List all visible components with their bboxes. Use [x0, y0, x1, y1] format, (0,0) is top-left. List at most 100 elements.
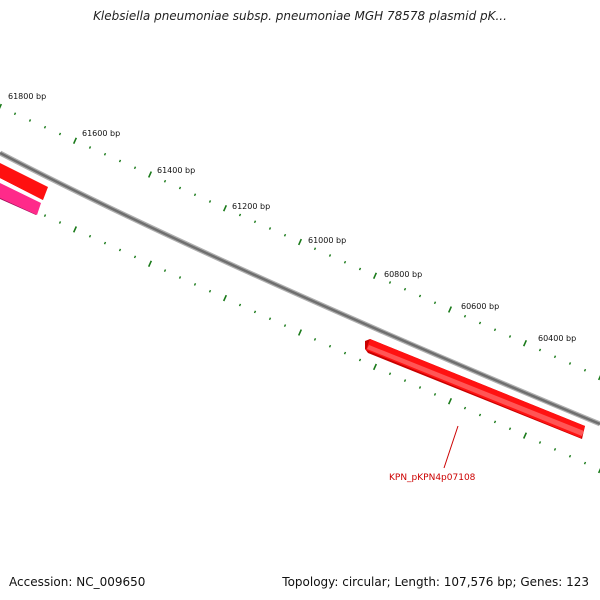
inner-minor-tick [538, 441, 542, 444]
outer-minor-tick [268, 227, 272, 230]
outer-minor-tick [313, 247, 317, 251]
inner-minor-tick [268, 317, 272, 321]
inner-major-tick [372, 363, 378, 371]
inner-major-tick [147, 260, 153, 268]
gene-a-body [0, 163, 48, 200]
outer-minor-tick [583, 368, 587, 372]
outer-minor-tick [418, 294, 422, 298]
inner-minor-tick [508, 427, 512, 431]
scale-label: 60800 bp [384, 270, 422, 279]
gene-c[interactable] [365, 339, 585, 439]
outer-minor-tick [463, 314, 467, 318]
inner-minor-tick [208, 289, 212, 293]
outer-minor-tick [253, 220, 257, 224]
outer-minor-tick [238, 213, 242, 217]
outer-minor-tick [553, 355, 557, 359]
gene-a[interactable] [0, 163, 48, 200]
outer-minor-tick [403, 287, 407, 291]
inner-major-tick [222, 294, 228, 302]
scale-label: 61200 bp [232, 202, 270, 211]
inner-minor-tick [133, 255, 137, 259]
outer-minor-tick [328, 254, 332, 257]
outer-minor-tick [478, 321, 482, 325]
inner-minor-tick [583, 461, 587, 465]
inner-minor-tick [568, 454, 572, 458]
inner-minor-tick [343, 351, 347, 355]
inner-minor-tick [88, 234, 92, 238]
backbone [0, 150, 600, 427]
scale-label: 60400 bp [538, 334, 576, 343]
scale-label: 61800 bp [8, 92, 46, 101]
outer-minor-tick [493, 328, 497, 332]
tick-labels: 61800 bp 61600 bp 61400 bp 61200 bp 61000 bp… [8, 92, 576, 343]
inner-minor-tick [103, 241, 107, 245]
inner-major-tick [297, 329, 303, 336]
outer-minor-tick [193, 193, 197, 197]
outer-major-tick [297, 238, 303, 246]
outer-minor-tick [358, 267, 362, 271]
scale-label: 61400 bp [157, 166, 195, 175]
inner-minor-tick [478, 413, 482, 417]
inner-minor-tick [403, 379, 407, 382]
topology-stats: Topology: circular; Length: 107,576 bp; … [282, 575, 589, 589]
inner-minor-tick [283, 324, 287, 327]
outer-major-tick [372, 272, 378, 280]
backbone-core [0, 151, 600, 426]
outer-major-tick [222, 204, 228, 212]
outer-minor-tick [283, 233, 287, 237]
inner-minor-tick [418, 386, 422, 389]
inner-major-tick [72, 226, 78, 233]
outer-minor-tick [433, 301, 437, 305]
inner-major-tick [447, 397, 453, 405]
inner-minor-tick [253, 310, 257, 314]
inner-minor-tick [238, 303, 242, 307]
inner-minor-tick [463, 406, 467, 410]
outer-major-tick [147, 171, 153, 178]
outer-minor-tick [133, 166, 137, 170]
gene-label-leader [443, 425, 459, 469]
scale-label: 61600 bp [82, 129, 120, 138]
outer-minor-tick [388, 281, 392, 284]
outer-major-tick [597, 375, 600, 381]
outer-minor-tick [28, 119, 32, 122]
scale-label: 60600 bp [461, 302, 499, 311]
gene-b-body [0, 183, 41, 215]
gene-b[interactable] [0, 183, 41, 215]
outer-minor-tick [568, 362, 572, 365]
inner-minor-tick [493, 420, 497, 424]
inner-minor-tick [43, 214, 47, 217]
outer-major-tick [72, 137, 78, 145]
outer-minor-tick [58, 132, 62, 136]
outer-minor-tick [103, 152, 107, 156]
scale-label: 61000 bp [308, 236, 346, 245]
inner-minor-tick [163, 269, 167, 272]
inner-minor-tick [553, 448, 557, 451]
inner-minor-tick [388, 372, 392, 376]
accession-text: Accession: NC_009650 [9, 575, 146, 589]
inner-minor-tick [313, 338, 317, 341]
inner-minor-tick [178, 276, 182, 279]
inner-minor-tick [328, 344, 332, 348]
outer-minor-tick [178, 186, 182, 190]
map-title: Klebsiella pneumoniae subsp. pneumoniae … [93, 9, 507, 23]
outer-minor-tick [538, 348, 542, 352]
outer-major-tick [447, 306, 453, 313]
outer-minor-tick [163, 179, 167, 183]
outer-minor-tick [43, 125, 47, 129]
inner-minor-tick [358, 358, 362, 362]
outer-minor-tick [13, 112, 17, 116]
outer-tick-ring [0, 103, 600, 381]
outer-minor-tick [343, 260, 347, 264]
inner-minor-tick [433, 393, 437, 396]
gene-label-kpn-pkpn4p07108[interactable]: KPN_pKPN4p07108 [389, 473, 476, 483]
outer-major-tick [0, 103, 3, 109]
gene-c-highlight [367, 345, 584, 436]
outer-minor-tick [208, 200, 212, 203]
inner-minor-tick [193, 283, 197, 286]
inner-major-tick [522, 432, 528, 439]
outer-minor-tick [508, 335, 512, 338]
inner-minor-tick [58, 221, 62, 224]
outer-major-tick [522, 339, 528, 347]
inner-major-tick [597, 468, 600, 474]
